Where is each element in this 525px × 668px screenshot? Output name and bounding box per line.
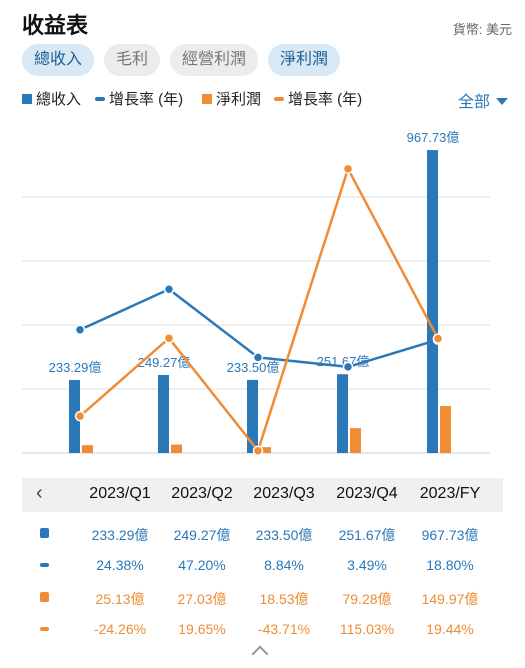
table-cell: 19.65% bbox=[178, 621, 226, 637]
point-net-income-growth-4 bbox=[432, 333, 444, 344]
data-label-revenue-4: 967.73億 bbox=[407, 130, 460, 145]
bar-net-income-0 bbox=[82, 445, 93, 453]
line-net-income-growth bbox=[79, 167, 440, 452]
table-cell: 251.67億 bbox=[338, 527, 396, 543]
table-cell: 79.28億 bbox=[342, 591, 392, 607]
x-tick-label[interactable]: 2023/FY bbox=[419, 485, 481, 502]
point-net-income-growth-1 bbox=[163, 332, 175, 344]
bar-revenue-3 bbox=[337, 374, 348, 453]
table-cell: 233.50億 bbox=[255, 527, 313, 543]
metric-tabs: 總收入 毛利 經營利潤 淨利潤 bbox=[22, 44, 341, 76]
row-revenue-growth: 24.38% 47.20% 8.84% 3.49% 18.80% bbox=[22, 552, 503, 578]
bar-revenue-2 bbox=[247, 379, 258, 453]
table-cell: 18.53億 bbox=[259, 591, 309, 607]
row-net-income: 25.13億 27.03億 18.53億 79.28億 149.97億 bbox=[22, 584, 503, 610]
tab-net-income[interactable]: 淨利潤 bbox=[268, 44, 341, 76]
legend-revenue[interactable]: 總收入 bbox=[22, 88, 81, 109]
table-cell: 47.20% bbox=[178, 557, 226, 573]
period-filter-dropdown[interactable]: 全部 bbox=[458, 88, 508, 112]
legend-net-income[interactable]: 淨利潤 bbox=[202, 88, 261, 109]
legend-revenue-growth-label: 增長率 (年) bbox=[109, 91, 184, 108]
table-cell: 25.13億 bbox=[95, 591, 145, 607]
table-cell: 8.84% bbox=[264, 557, 304, 573]
tab-operating-profit[interactable]: 經營利潤 bbox=[170, 44, 259, 76]
period-filter-label: 全部 bbox=[457, 94, 490, 111]
bar-revenue-4 bbox=[427, 150, 438, 453]
row-swatch bbox=[40, 528, 49, 538]
x-axis-bar: ‹ 2023/Q1 2023/Q2 2023/Q3 2023/Q4 2023/FY bbox=[22, 478, 503, 512]
row-line-key bbox=[40, 563, 49, 567]
point-revenue-growth-2 bbox=[252, 352, 264, 363]
table-cell: 149.97億 bbox=[421, 591, 479, 607]
bar-net-income-3 bbox=[350, 428, 361, 453]
data-label-revenue-2: 233.50億 bbox=[227, 360, 280, 375]
page-title: 收益表 bbox=[22, 13, 89, 38]
point-revenue-growth-3 bbox=[342, 361, 354, 373]
legend-line-orange bbox=[274, 96, 284, 101]
table-cell: 967.73億 bbox=[421, 527, 479, 543]
row-line-key bbox=[40, 627, 49, 631]
legend-revenue-label: 總收入 bbox=[36, 91, 82, 108]
data-label-revenue-0: 233.29億 bbox=[49, 360, 102, 375]
legend-net-income-growth[interactable]: 增長率 (年) bbox=[274, 88, 362, 109]
tab-gross-profit[interactable]: 毛利 bbox=[104, 44, 161, 76]
legend-revenue-growth[interactable]: 增長率 (年) bbox=[95, 88, 183, 109]
bar-net-income-4 bbox=[440, 406, 451, 453]
table-cell: 19.44% bbox=[426, 621, 474, 637]
chevron-left-icon[interactable]: ‹ bbox=[36, 482, 43, 504]
table-cell: 18.80% bbox=[426, 557, 474, 573]
table-cell: 24.38% bbox=[96, 557, 144, 573]
chevron-up-icon[interactable] bbox=[251, 645, 269, 663]
table-cell: 115.03% bbox=[339, 621, 395, 637]
point-net-income-growth-0 bbox=[74, 410, 86, 422]
legend-swatch-blue bbox=[22, 93, 32, 104]
table-cell: 27.03億 bbox=[177, 591, 227, 607]
chart-legend: 總收入 增長率 (年) 淨利潤 增長率 (年) 全部 bbox=[22, 88, 508, 112]
legend-swatch-orange bbox=[202, 93, 212, 104]
table-cell: 3.49% bbox=[347, 557, 387, 573]
table-cell: -43.71% bbox=[257, 621, 311, 637]
table-cell: 249.27億 bbox=[173, 527, 231, 543]
bar-revenue-0 bbox=[69, 379, 80, 453]
row-net-income-growth: -24.26% 19.65% -43.71% 115.03% 19.44% bbox=[22, 616, 503, 642]
currency-label: 貨幣: 美元 bbox=[452, 22, 512, 37]
table-cell: 233.29億 bbox=[91, 527, 149, 543]
row-revenue: 233.29億 249.27億 233.50億 251.67億 967.73億 bbox=[22, 520, 503, 546]
bar-revenue-1 bbox=[158, 374, 169, 453]
table-cell: -24.26% bbox=[93, 621, 147, 637]
x-tick-label[interactable]: 2023/Q1 bbox=[89, 485, 151, 502]
x-tick-label[interactable]: 2023/Q2 bbox=[171, 485, 233, 502]
point-net-income-growth-2 bbox=[252, 445, 264, 456]
caret-down-icon bbox=[496, 98, 508, 106]
row-swatch bbox=[40, 592, 49, 602]
x-tick-label[interactable]: 2023/Q3 bbox=[253, 485, 315, 502]
data-label-revenue-1: 249.27億 bbox=[138, 355, 191, 370]
x-tick-label[interactable]: 2023/Q4 bbox=[336, 485, 398, 502]
header: 收益表 貨幣: 美元 bbox=[22, 6, 512, 40]
point-net-income-growth-3 bbox=[342, 163, 354, 175]
bar-net-income-2 bbox=[260, 447, 271, 453]
point-revenue-growth-0 bbox=[74, 324, 86, 336]
tab-total-revenue[interactable]: 總收入 bbox=[22, 44, 95, 76]
legend-net-income-label: 淨利潤 bbox=[216, 91, 262, 108]
point-revenue-growth-1 bbox=[163, 284, 175, 295]
legend-line-blue bbox=[95, 96, 105, 101]
legend-net-income-growth-label: 增長率 (年) bbox=[288, 91, 363, 108]
bar-net-income-1 bbox=[171, 444, 182, 453]
